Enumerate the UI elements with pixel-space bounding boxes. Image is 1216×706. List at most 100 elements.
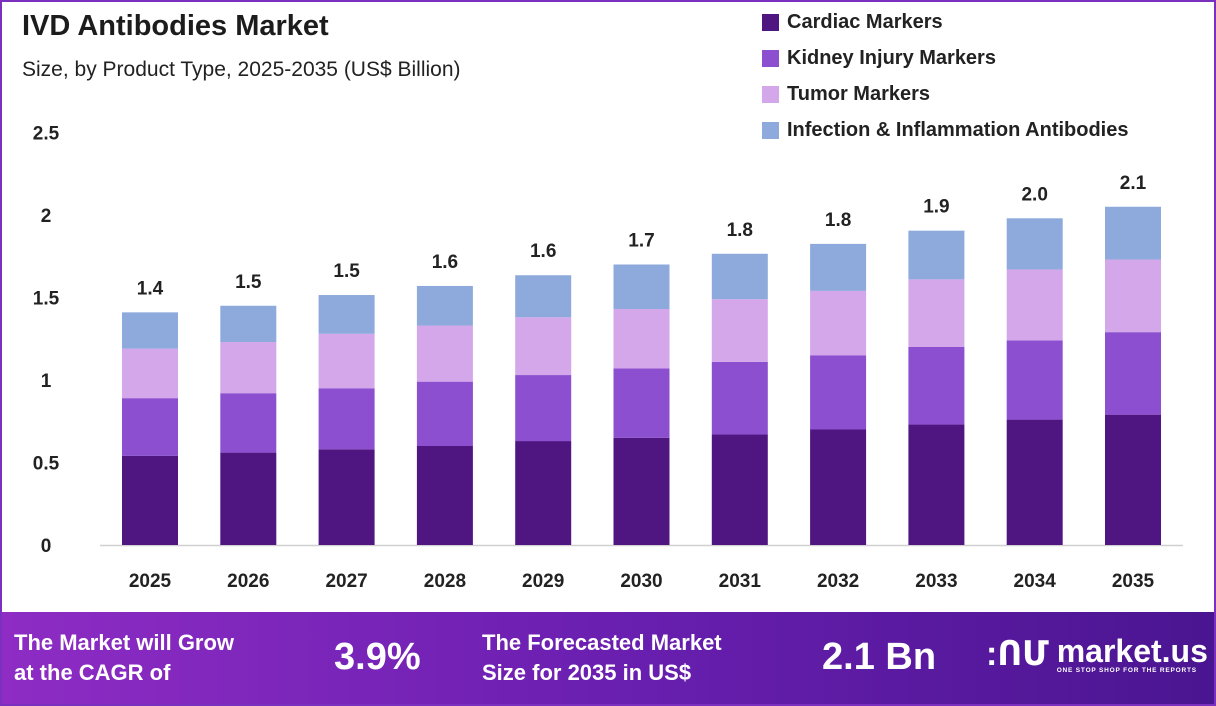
x-tick-label: 2029 — [522, 571, 564, 592]
x-tick-label: 2031 — [719, 571, 762, 592]
legend-item-tumor: Tumor Markers — [762, 76, 1128, 112]
bar-segment — [711, 253, 768, 300]
legend-label: Tumor Markers — [787, 82, 931, 105]
bar-segment — [1006, 269, 1063, 341]
bar-segment — [613, 437, 670, 545]
total-data-label: 1.5 — [235, 272, 262, 293]
chart-subtitle: Size, by Product Type, 2025-2035 (US$ Bi… — [22, 58, 461, 81]
bar-segment — [122, 312, 178, 349]
bar-segment — [416, 325, 473, 382]
bar-segment — [515, 441, 572, 545]
bar-segment — [122, 398, 178, 456]
market-us-logo: :ՈՄ market.us ONE STOP SHOP FOR THE REPOR… — [986, 634, 1208, 674]
total-data-label: 1.5 — [333, 261, 360, 282]
x-tick-label: 2035 — [1112, 571, 1155, 592]
forecast-label: The Forecasted Market Size for 2035 in US… — [482, 628, 722, 688]
bar-segment — [318, 388, 375, 450]
x-tick-label: 2033 — [915, 571, 957, 592]
y-tick-label: 0 — [41, 536, 52, 557]
bar-segment — [613, 264, 670, 310]
bar-segment — [1006, 419, 1063, 545]
bar-segment — [810, 355, 867, 430]
bar-segment — [220, 305, 277, 343]
bar-segment — [908, 424, 965, 545]
legend-swatch — [762, 85, 779, 103]
logo-name: market.us — [1056, 632, 1208, 669]
bar-segment — [810, 429, 867, 545]
bar-segment — [220, 393, 277, 453]
bar-segment — [711, 361, 768, 435]
bar-segment — [1006, 218, 1063, 270]
bar-segment — [416, 381, 473, 446]
bar-segment — [318, 333, 375, 389]
bar-segment — [318, 449, 375, 545]
legend-label: Cardiac Markers — [787, 10, 943, 33]
cagr-label-line: The Market will Grow — [14, 630, 235, 655]
bar-segment — [515, 375, 572, 442]
bar-segment — [122, 455, 178, 545]
bar-segment — [416, 285, 473, 326]
forecast-label-line: The Forecasted Market — [482, 630, 722, 655]
bar-segment — [711, 434, 768, 545]
x-tick-label: 2027 — [325, 571, 367, 592]
stacked-bar-chart: 0 0.5 1 1.5 2 2.5 1.4 2025 1.5 2026 1.5 2027 1.6 2028… — [33, 124, 1183, 592]
total-data-label: 1.6 — [530, 241, 556, 262]
bar-segment — [1105, 259, 1161, 333]
bar-segment — [515, 317, 572, 376]
x-tick-label: 2032 — [817, 571, 859, 592]
total-data-label: 1.7 — [628, 231, 654, 252]
legend: Cardiac Markers Kidney Injury Markers Tu… — [762, 4, 1128, 148]
logo-mark-icon: :ՈՄ — [986, 635, 1049, 673]
bar-segment — [810, 243, 867, 291]
total-data-label: 2.0 — [1021, 184, 1047, 205]
cagr-value: 3.9% — [334, 636, 421, 678]
forecast-value: 2.1 Bn — [822, 636, 937, 678]
bar-segment — [416, 446, 473, 545]
legend-swatch — [762, 121, 779, 139]
bar-segment — [1105, 332, 1161, 415]
x-tick-label: 2025 — [129, 571, 172, 592]
legend-item-cardiac: Cardiac Markers — [762, 4, 1128, 40]
bar-segment — [908, 230, 965, 280]
x-tick-label: 2034 — [1014, 571, 1057, 592]
footer-banner: The Market will Grow at the CAGR of 3.9% … — [0, 612, 1216, 706]
y-tick-label: 0.5 — [33, 454, 60, 475]
bar-segment — [908, 347, 965, 425]
logo-tagline: ONE STOP SHOP FOR THE REPORTS — [1056, 666, 1197, 674]
total-data-label: 1.6 — [432, 252, 458, 273]
legend-swatch — [762, 49, 779, 67]
bar-segment — [220, 452, 277, 545]
total-data-label: 1.8 — [825, 210, 851, 231]
bar-segment — [318, 295, 375, 334]
forecast-label-line: Size for 2035 in US$ — [482, 660, 692, 685]
bar-segment — [908, 279, 965, 347]
bar-segment — [1105, 206, 1161, 260]
total-data-label: 1.9 — [923, 197, 949, 218]
y-tick-label: 2 — [41, 206, 52, 227]
chart-title: IVD Antibodies Market — [22, 10, 329, 42]
bar-segment — [220, 342, 277, 394]
bar-segment — [711, 299, 768, 362]
y-tick-label: 1.5 — [33, 289, 60, 310]
cagr-label-line: at the CAGR of — [14, 660, 171, 685]
legend-item-infection: Infection & Inflammation Antibodies — [762, 112, 1128, 148]
bar-segment — [613, 368, 670, 438]
total-data-label: 1.4 — [137, 278, 164, 299]
total-data-label: 1.8 — [727, 220, 753, 241]
x-tick-label: 2030 — [620, 571, 662, 592]
y-tick-label: 1 — [41, 371, 52, 392]
bar-segment — [1006, 340, 1063, 420]
bar-segment — [613, 309, 670, 369]
x-tick-label: 2026 — [227, 571, 269, 592]
bar-segment — [810, 290, 867, 356]
legend-label: Kidney Injury Markers — [787, 46, 996, 69]
x-tick-label: 2028 — [424, 571, 466, 592]
cagr-label: The Market will Grow at the CAGR of — [14, 628, 234, 688]
legend-label: Infection & Inflammation Antibodies — [787, 118, 1129, 141]
legend-item-kidney: Kidney Injury Markers — [762, 40, 1128, 76]
y-tick-label: 2.5 — [33, 124, 60, 145]
total-data-label: 2.1 — [1120, 173, 1147, 194]
bar-segment — [1105, 414, 1161, 545]
legend-swatch — [762, 13, 779, 31]
bar-segment — [122, 348, 178, 399]
